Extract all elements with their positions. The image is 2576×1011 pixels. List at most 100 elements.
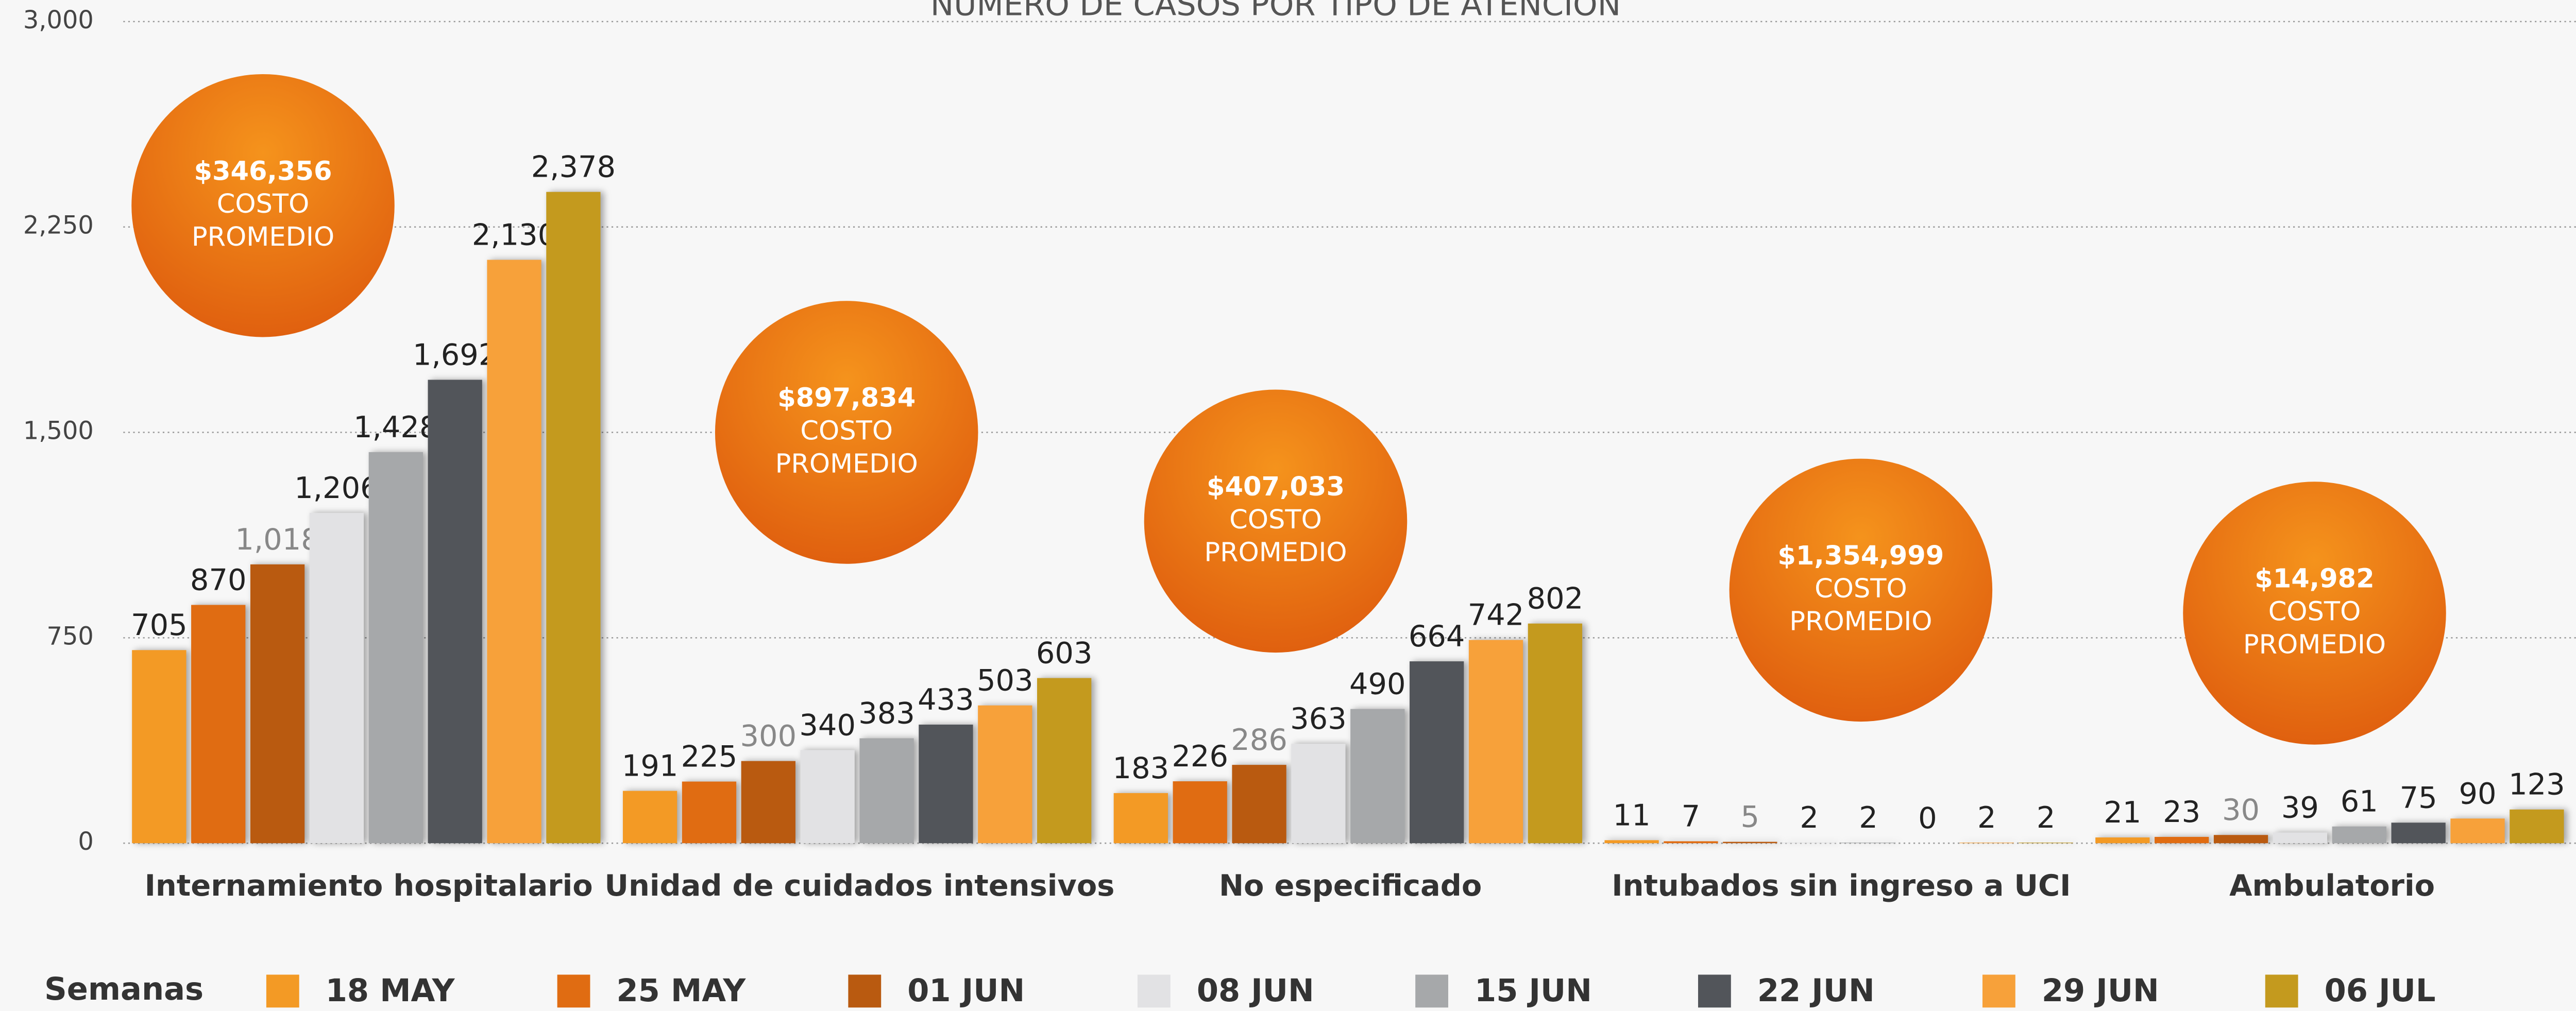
- cost-label: COSTO: [2268, 596, 2361, 627]
- y-tick-label: 1,500: [23, 417, 94, 445]
- bar: [1113, 793, 1168, 844]
- legend-label: 29 JUN: [2042, 973, 2159, 1009]
- cost-label: PROMEDIO: [1789, 607, 1932, 637]
- legend-label: 18 MAY: [326, 973, 455, 1009]
- data-label: 7: [1682, 799, 1701, 833]
- y-tick-label: 0: [78, 828, 93, 856]
- cost-label: COSTO: [1229, 505, 1322, 535]
- data-label: 2: [2037, 800, 2056, 835]
- data-label: 5: [1741, 799, 1760, 834]
- data-label: 1,692: [413, 337, 497, 372]
- bar: [800, 750, 855, 844]
- data-label: 286: [1231, 723, 1287, 757]
- data-label: 2,130: [472, 217, 556, 252]
- bar: [191, 605, 246, 844]
- cost-bubble: [131, 74, 395, 337]
- bar: [1723, 842, 1777, 844]
- chart-title: NÚMERO DE CASOS POR TIPO DE ATENCIÓN: [930, 0, 1621, 23]
- legend-swatch: [1698, 974, 1731, 1008]
- data-label: 23: [2163, 795, 2200, 829]
- data-label: 61: [2341, 784, 2378, 819]
- data-label: 742: [1468, 598, 1524, 632]
- data-label: 2: [1977, 800, 1996, 835]
- data-label: 123: [2509, 767, 2565, 802]
- bar: [978, 705, 1032, 844]
- data-label: 503: [977, 663, 1033, 698]
- data-label: 90: [2459, 776, 2496, 811]
- bar: [2155, 836, 2209, 844]
- data-label: 2: [1800, 800, 1819, 835]
- bar: [741, 761, 795, 844]
- data-label: 1,018: [235, 522, 319, 557]
- cost-label: COSTO: [217, 189, 310, 219]
- bar: [2273, 832, 2328, 844]
- bar: [1468, 640, 1523, 844]
- y-tick-label: 2,250: [23, 212, 94, 240]
- data-label: 340: [799, 708, 856, 742]
- legend-label: 08 JUN: [1197, 973, 1314, 1009]
- legend-label: 01 JUN: [907, 973, 1025, 1009]
- bar: [1232, 765, 1286, 844]
- cost-label: PROMEDIO: [2243, 629, 2386, 660]
- data-label: 802: [1527, 581, 1584, 616]
- bar: [368, 452, 423, 844]
- bar: [1173, 781, 1227, 844]
- data-label: 183: [1113, 751, 1170, 785]
- bar: [1410, 661, 1464, 844]
- cost-bubble: [1144, 389, 1408, 653]
- bar: [919, 724, 973, 844]
- data-label: 0: [1918, 801, 1937, 835]
- bar: [2391, 822, 2446, 844]
- data-label: 21: [2104, 795, 2141, 830]
- data-label: 226: [1172, 739, 1228, 774]
- bar: [1664, 841, 1718, 844]
- cost-bubble: [715, 301, 978, 564]
- data-label: 433: [918, 682, 974, 717]
- bar: [428, 380, 482, 844]
- legend-swatch: [557, 974, 590, 1008]
- data-label: 1,428: [353, 410, 438, 444]
- cost-bubble: [2183, 482, 2446, 745]
- data-label: 383: [858, 696, 915, 730]
- bar: [622, 791, 677, 844]
- legend-swatch: [1415, 974, 1448, 1008]
- data-label: 75: [2400, 780, 2437, 815]
- data-label: 225: [681, 739, 738, 774]
- data-label: 300: [740, 719, 797, 753]
- legend-label: 25 MAY: [617, 973, 747, 1009]
- bar: [2510, 809, 2564, 844]
- bar: [1528, 623, 1583, 844]
- data-label: 30: [2222, 793, 2260, 827]
- x-tick-label: Unidad de cuidados intensivos: [604, 868, 1114, 903]
- bar: [2450, 818, 2505, 844]
- bar: [1037, 678, 1092, 844]
- cost-label: PROMEDIO: [775, 449, 918, 479]
- bar: [1604, 840, 1659, 844]
- y-tick-label: 750: [47, 622, 94, 650]
- cost-bubble: [1729, 458, 1993, 722]
- bar: [1350, 709, 1405, 844]
- data-label: 870: [190, 562, 247, 597]
- legend-swatch: [1982, 974, 2015, 1008]
- bar: [2213, 835, 2268, 844]
- legend-swatch: [848, 974, 882, 1008]
- legend-title: Semanas: [44, 971, 204, 1007]
- data-label: 191: [622, 749, 679, 783]
- legend-swatch: [2265, 974, 2298, 1008]
- legend-label: 15 JUN: [1475, 973, 1592, 1009]
- legend-label: 06 JUL: [2325, 973, 2436, 1009]
- bar: [487, 260, 541, 844]
- cost-amount: $14,982: [2255, 564, 2375, 594]
- bar: [1291, 744, 1346, 844]
- data-label: 2: [1859, 800, 1878, 835]
- data-label: 11: [1613, 798, 1651, 832]
- cost-label: PROMEDIO: [192, 222, 334, 252]
- x-tick-label: Internamiento hospitalario: [145, 868, 593, 903]
- data-label: 39: [2281, 790, 2319, 825]
- data-label: 664: [1409, 619, 1465, 654]
- data-label: 705: [131, 608, 188, 642]
- cost-amount: $407,033: [1207, 472, 1345, 502]
- data-label: 1,206: [294, 471, 379, 505]
- bar: [546, 192, 601, 844]
